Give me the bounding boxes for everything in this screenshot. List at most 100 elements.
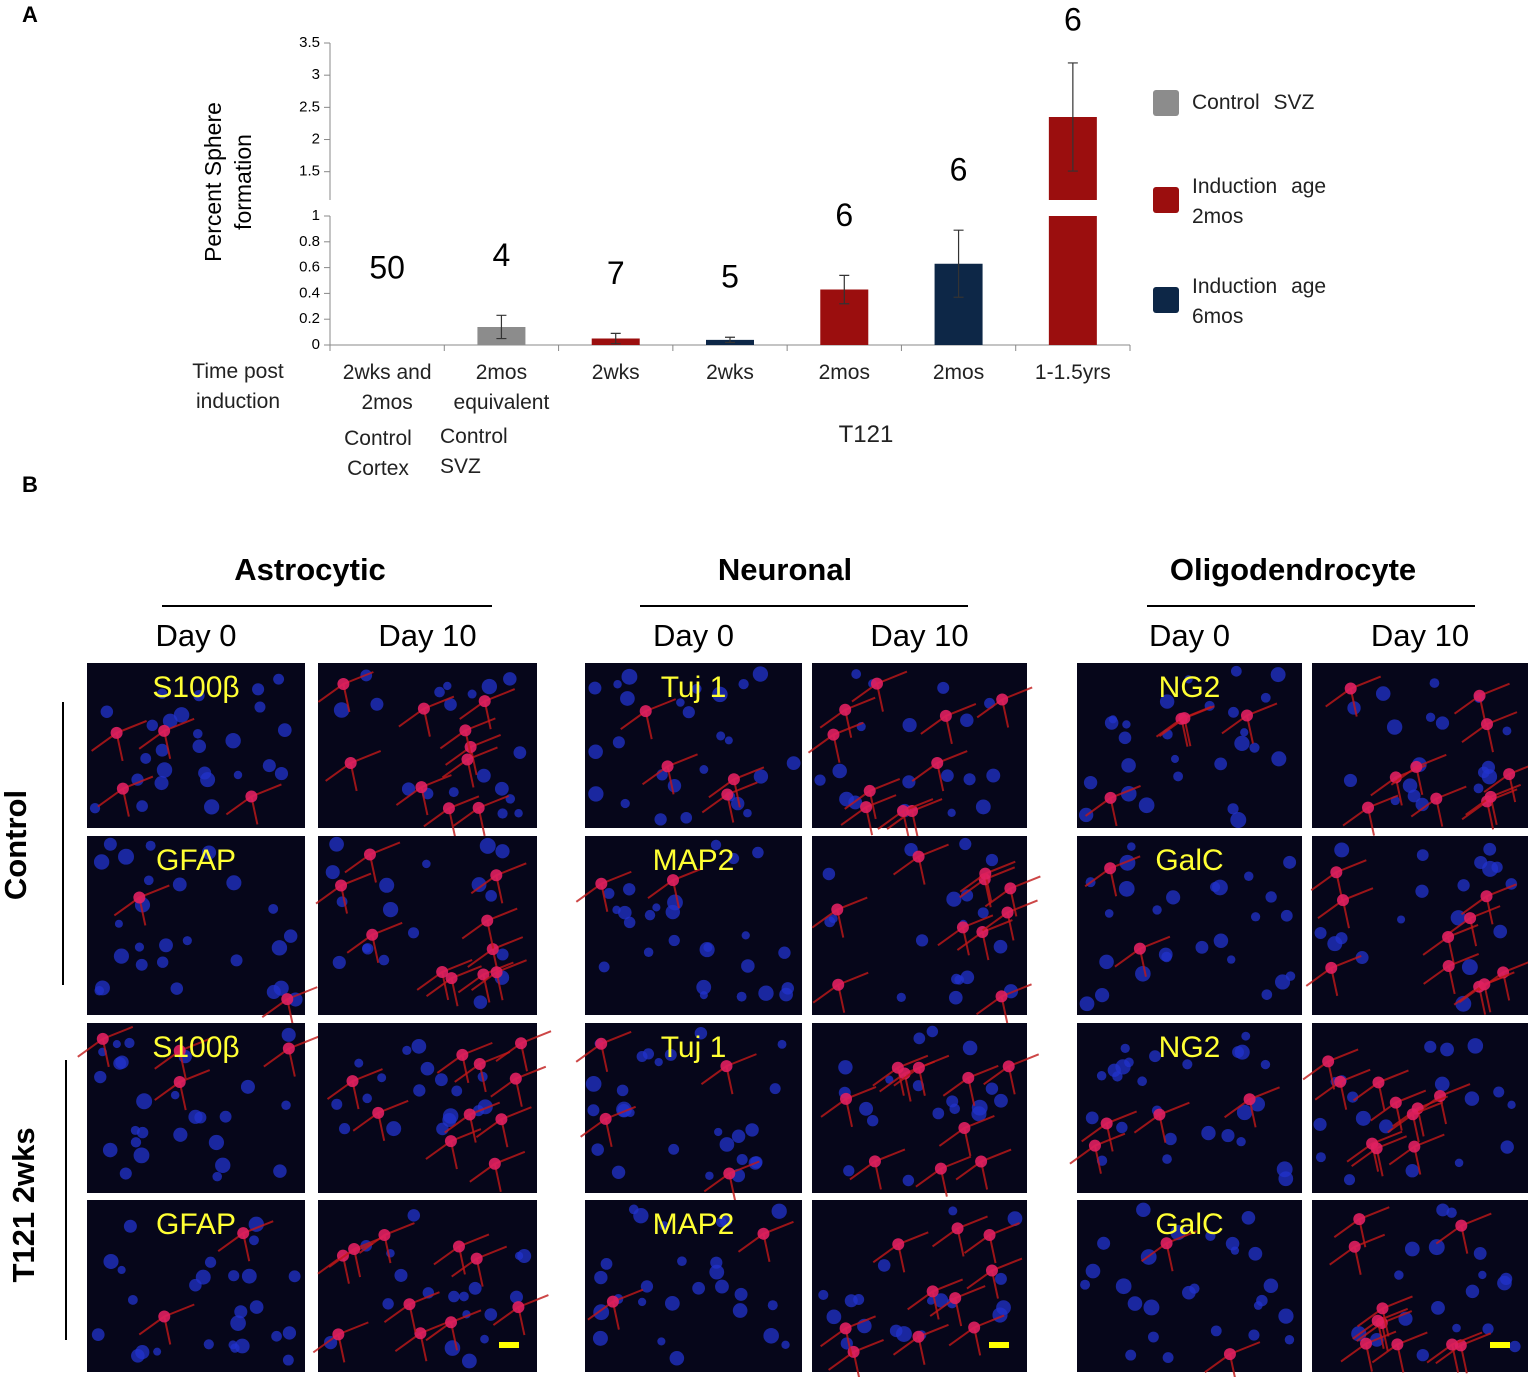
nucleus <box>413 1084 426 1097</box>
nucleus <box>736 1153 748 1166</box>
nucleus <box>362 1093 372 1104</box>
cell-body <box>1104 791 1117 804</box>
nucleus <box>838 1060 853 1075</box>
nucleus <box>659 1221 669 1231</box>
nucleus <box>613 680 622 689</box>
nucleus <box>1509 1340 1521 1353</box>
nucleus <box>230 954 243 967</box>
micrograph <box>318 663 537 828</box>
nucleus <box>1461 959 1478 976</box>
nucleus <box>136 1126 149 1139</box>
y-tick-label: 1.5 <box>299 163 320 180</box>
cell-body <box>1410 760 1423 773</box>
nucleus <box>378 954 390 966</box>
nucleus <box>620 798 630 809</box>
panel-label: B <box>22 472 38 497</box>
nucleus <box>709 1264 725 1280</box>
nucleus <box>637 1297 647 1307</box>
nucleus <box>182 936 192 946</box>
nucleus <box>266 984 281 1000</box>
nucleus <box>777 1039 787 1049</box>
nucleus <box>1107 1063 1121 1077</box>
nucleus <box>420 1061 435 1076</box>
cell-body <box>472 801 485 814</box>
nucleus <box>219 1110 232 1123</box>
cell-body <box>1376 1302 1389 1315</box>
nucleus <box>767 1300 778 1311</box>
cell-body <box>661 760 674 773</box>
nucleus <box>1182 1059 1193 1070</box>
cell-body <box>931 757 944 770</box>
cell-body <box>1004 882 1017 895</box>
nucleus <box>941 769 954 783</box>
nucleus <box>1402 778 1418 793</box>
y-axis-title: Percent Sphere formation <box>200 102 256 262</box>
nucleus <box>1170 754 1179 763</box>
nucleus <box>703 942 713 952</box>
nucleus <box>1201 1125 1216 1141</box>
nucleus <box>594 1270 608 1285</box>
nucleus <box>1284 1335 1295 1345</box>
cell-body <box>839 1322 852 1335</box>
nucleus <box>193 729 203 739</box>
cell-body <box>979 867 992 880</box>
nucleus <box>240 1079 255 1094</box>
nucleus <box>119 1167 132 1180</box>
nucleus <box>1162 1154 1172 1164</box>
legend-swatch <box>1153 90 1179 116</box>
nucleus <box>402 1045 412 1055</box>
n-label: 5 <box>721 259 739 295</box>
nucleus <box>616 1084 629 1097</box>
nucleus <box>1248 1246 1263 1261</box>
nucleus <box>652 903 661 912</box>
x-axis-title: Time post induction <box>192 360 284 413</box>
nucleus <box>731 796 745 811</box>
x-tick-label: 2mos <box>932 361 985 384</box>
nucleus <box>233 770 243 780</box>
nucleus <box>480 1334 489 1344</box>
nucleus <box>654 813 667 826</box>
nucleus <box>1118 731 1132 745</box>
nucleus <box>814 774 826 786</box>
nucleus <box>95 980 110 996</box>
nucleus <box>172 877 187 892</box>
cell-body <box>1240 709 1253 722</box>
nucleus <box>1147 1331 1159 1343</box>
nucleus <box>1234 735 1250 751</box>
cell-body <box>840 1092 853 1105</box>
nucleus <box>407 1209 421 1222</box>
nucleus <box>1080 1279 1091 1290</box>
nucleus <box>394 1268 408 1282</box>
cell-body <box>477 968 490 981</box>
x-tick-label: 2mos equivalent <box>453 361 550 414</box>
cell-body <box>1464 912 1477 925</box>
nucleus <box>1230 665 1242 677</box>
nucleus <box>1283 855 1297 869</box>
nucleus <box>170 1090 180 1100</box>
nucleus <box>1135 965 1151 982</box>
cell-body <box>372 1106 385 1119</box>
marker-label: Tuj 1 <box>661 671 727 704</box>
cell-body <box>473 1057 486 1070</box>
y-tick-label: 0.8 <box>299 233 320 250</box>
nucleus <box>743 808 752 818</box>
nucleus <box>1285 971 1296 981</box>
nucleus <box>1280 909 1293 922</box>
cell-body <box>1455 1219 1468 1232</box>
micrograph <box>87 1023 305 1193</box>
nucleus <box>699 991 708 1000</box>
cell-body <box>1088 1139 1101 1152</box>
cell-body <box>1178 712 1191 725</box>
cell-body <box>461 753 474 766</box>
nucleus <box>1355 951 1369 965</box>
nucleus <box>443 681 452 691</box>
nucleus <box>173 1127 188 1142</box>
panel-label: A <box>22 2 38 27</box>
nucleus <box>715 1279 729 1294</box>
cell-body <box>490 966 503 979</box>
n-label: 6 <box>1064 1 1082 37</box>
nucleus <box>1375 686 1391 701</box>
cell-body <box>488 1157 501 1170</box>
nucleus <box>283 929 298 943</box>
